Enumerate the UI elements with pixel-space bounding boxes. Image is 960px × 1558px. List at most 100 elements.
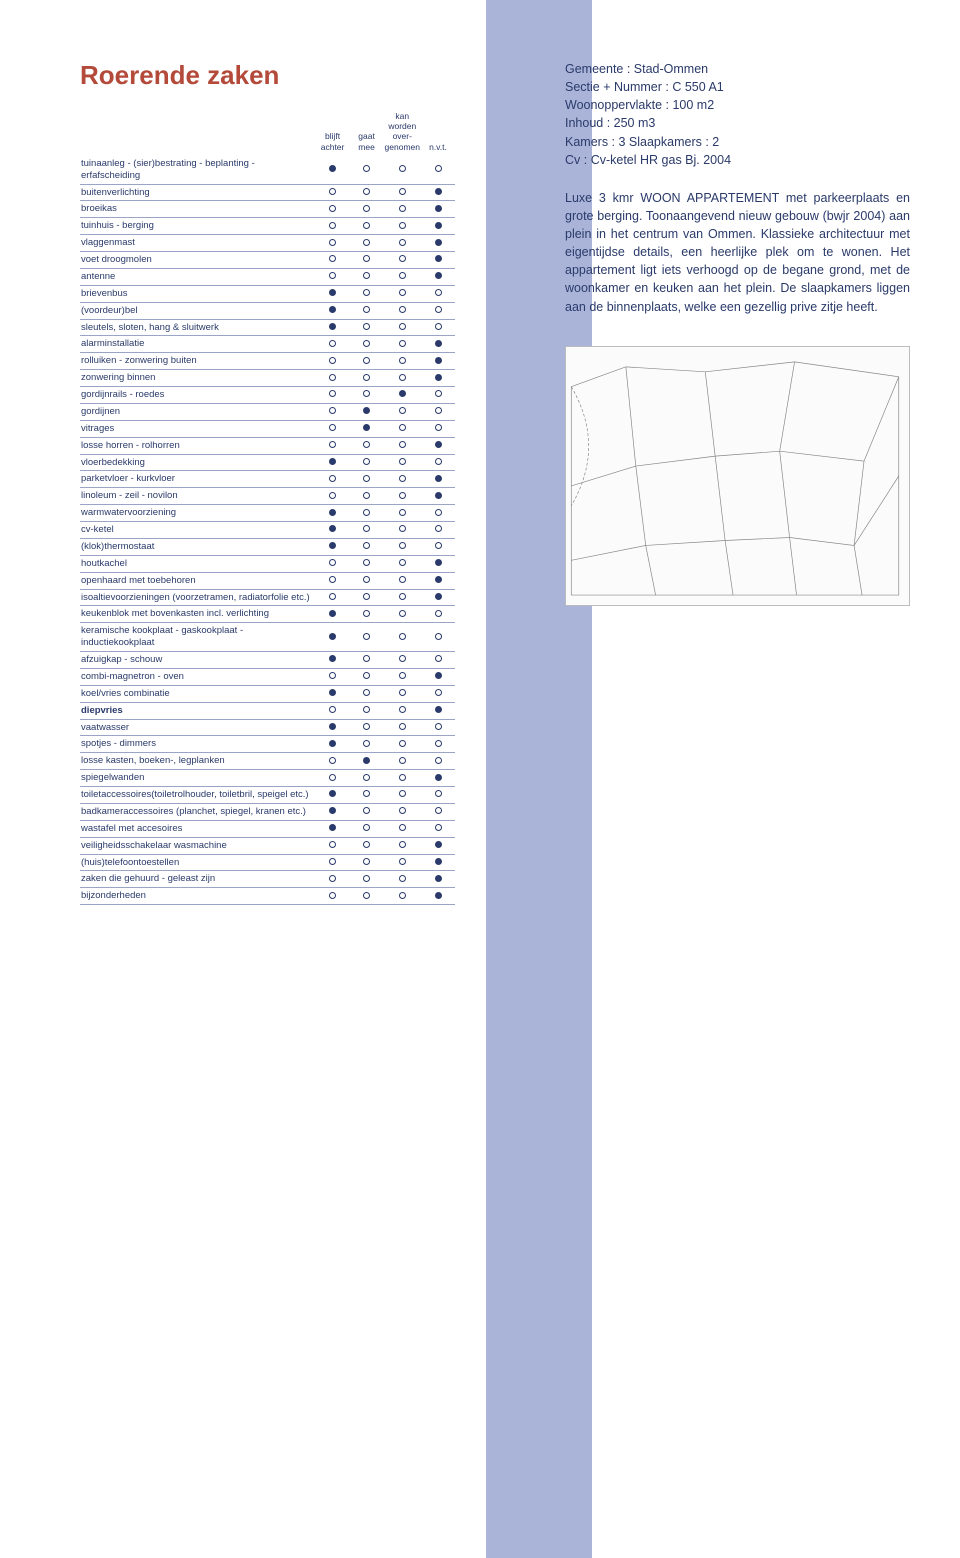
radio-cell xyxy=(384,420,421,437)
radio-icon xyxy=(435,165,442,172)
radio-icon xyxy=(363,188,370,195)
radio-icon xyxy=(329,441,336,448)
row-label: losse kasten, boeken-, legplanken xyxy=(80,753,316,770)
radio-icon xyxy=(363,509,370,516)
radio-icon xyxy=(435,509,442,516)
radio-icon xyxy=(329,407,336,414)
radio-cell xyxy=(384,370,421,387)
radio-icon xyxy=(435,875,442,882)
radio-icon xyxy=(435,774,442,781)
radio-cell xyxy=(384,488,421,505)
radio-icon xyxy=(399,441,406,448)
radio-cell xyxy=(350,770,384,787)
table-row: (huis)telefoontoestellen xyxy=(80,854,455,871)
radio-icon xyxy=(435,576,442,583)
radio-cell xyxy=(384,156,421,184)
table-row: broeikas xyxy=(80,201,455,218)
radio-cell xyxy=(350,589,384,606)
row-label: combi-magnetron - oven xyxy=(80,668,316,685)
radio-cell xyxy=(384,589,421,606)
radio-icon xyxy=(399,807,406,814)
radio-icon xyxy=(329,492,336,499)
radio-cell xyxy=(316,685,350,702)
radio-icon xyxy=(363,559,370,566)
radio-icon xyxy=(435,723,442,730)
radio-icon xyxy=(329,740,336,747)
radio-cell xyxy=(384,302,421,319)
radio-icon xyxy=(399,165,406,172)
radio-icon xyxy=(435,757,442,764)
radio-cell xyxy=(384,218,421,235)
radio-icon xyxy=(363,165,370,172)
row-label: brievenbus xyxy=(80,285,316,302)
radio-icon xyxy=(329,542,336,549)
radio-icon xyxy=(363,858,370,865)
table-row: vitrages xyxy=(80,420,455,437)
radio-icon xyxy=(399,357,406,364)
row-label: spotjes - dimmers xyxy=(80,736,316,753)
radio-cell xyxy=(421,820,455,837)
row-label: gordijnrails - roedes xyxy=(80,387,316,404)
radio-icon xyxy=(363,824,370,831)
radio-cell xyxy=(384,820,421,837)
radio-cell xyxy=(421,736,455,753)
radio-icon xyxy=(435,289,442,296)
radio-icon xyxy=(399,689,406,696)
radio-cell xyxy=(384,871,421,888)
table-row: koel/vries combinatie xyxy=(80,685,455,702)
radio-icon xyxy=(363,492,370,499)
table-row: badkameraccessoires (planchet, spiegel, … xyxy=(80,803,455,820)
table-row: zaken die gehuurd - geleast zijn xyxy=(80,871,455,888)
radio-cell xyxy=(350,820,384,837)
radio-cell xyxy=(384,685,421,702)
radio-cell xyxy=(384,538,421,555)
radio-icon xyxy=(435,892,442,899)
row-label: veiligheidsschakelaar wasmachine xyxy=(80,837,316,854)
table-row: rolluiken - zonwering buiten xyxy=(80,353,455,370)
radio-cell xyxy=(316,572,350,589)
radio-cell xyxy=(384,252,421,269)
row-label: alarminstallatie xyxy=(80,336,316,353)
row-label: (voordeur)bel xyxy=(80,302,316,319)
radio-cell xyxy=(316,736,350,753)
radio-icon xyxy=(363,289,370,296)
row-label: voet droogmolen xyxy=(80,252,316,269)
radio-cell xyxy=(316,668,350,685)
table-row: vloerbedekking xyxy=(80,454,455,471)
radio-icon xyxy=(435,441,442,448)
radio-icon xyxy=(329,559,336,566)
radio-cell xyxy=(316,370,350,387)
radio-cell xyxy=(421,589,455,606)
radio-icon xyxy=(399,525,406,532)
radio-icon xyxy=(329,593,336,600)
table-row: losse kasten, boeken-, legplanken xyxy=(80,753,455,770)
radio-icon xyxy=(363,774,370,781)
radio-icon xyxy=(363,222,370,229)
radio-cell xyxy=(421,319,455,336)
radio-icon xyxy=(363,706,370,713)
info-line: Woonoppervlakte : 100 m2 xyxy=(565,96,910,114)
row-label: vaatwasser xyxy=(80,719,316,736)
row-label: broeikas xyxy=(80,201,316,218)
radio-cell xyxy=(350,572,384,589)
table-row: warmwatervoorziening xyxy=(80,505,455,522)
radio-icon xyxy=(363,407,370,414)
radio-icon xyxy=(435,272,442,279)
table-row: toiletaccessoires(toiletrolhouder, toile… xyxy=(80,787,455,804)
row-label: rolluiken - zonwering buiten xyxy=(80,353,316,370)
radio-icon xyxy=(329,272,336,279)
radio-cell xyxy=(384,837,421,854)
radio-cell xyxy=(421,685,455,702)
radio-cell xyxy=(316,589,350,606)
radio-icon xyxy=(399,374,406,381)
radio-cell xyxy=(350,252,384,269)
radio-icon xyxy=(435,672,442,679)
radio-icon xyxy=(435,205,442,212)
radio-cell xyxy=(350,871,384,888)
radio-icon xyxy=(435,740,442,747)
radio-icon xyxy=(329,655,336,662)
radio-icon xyxy=(399,593,406,600)
radio-cell xyxy=(384,353,421,370)
radio-icon xyxy=(329,255,336,262)
radio-cell xyxy=(384,702,421,719)
